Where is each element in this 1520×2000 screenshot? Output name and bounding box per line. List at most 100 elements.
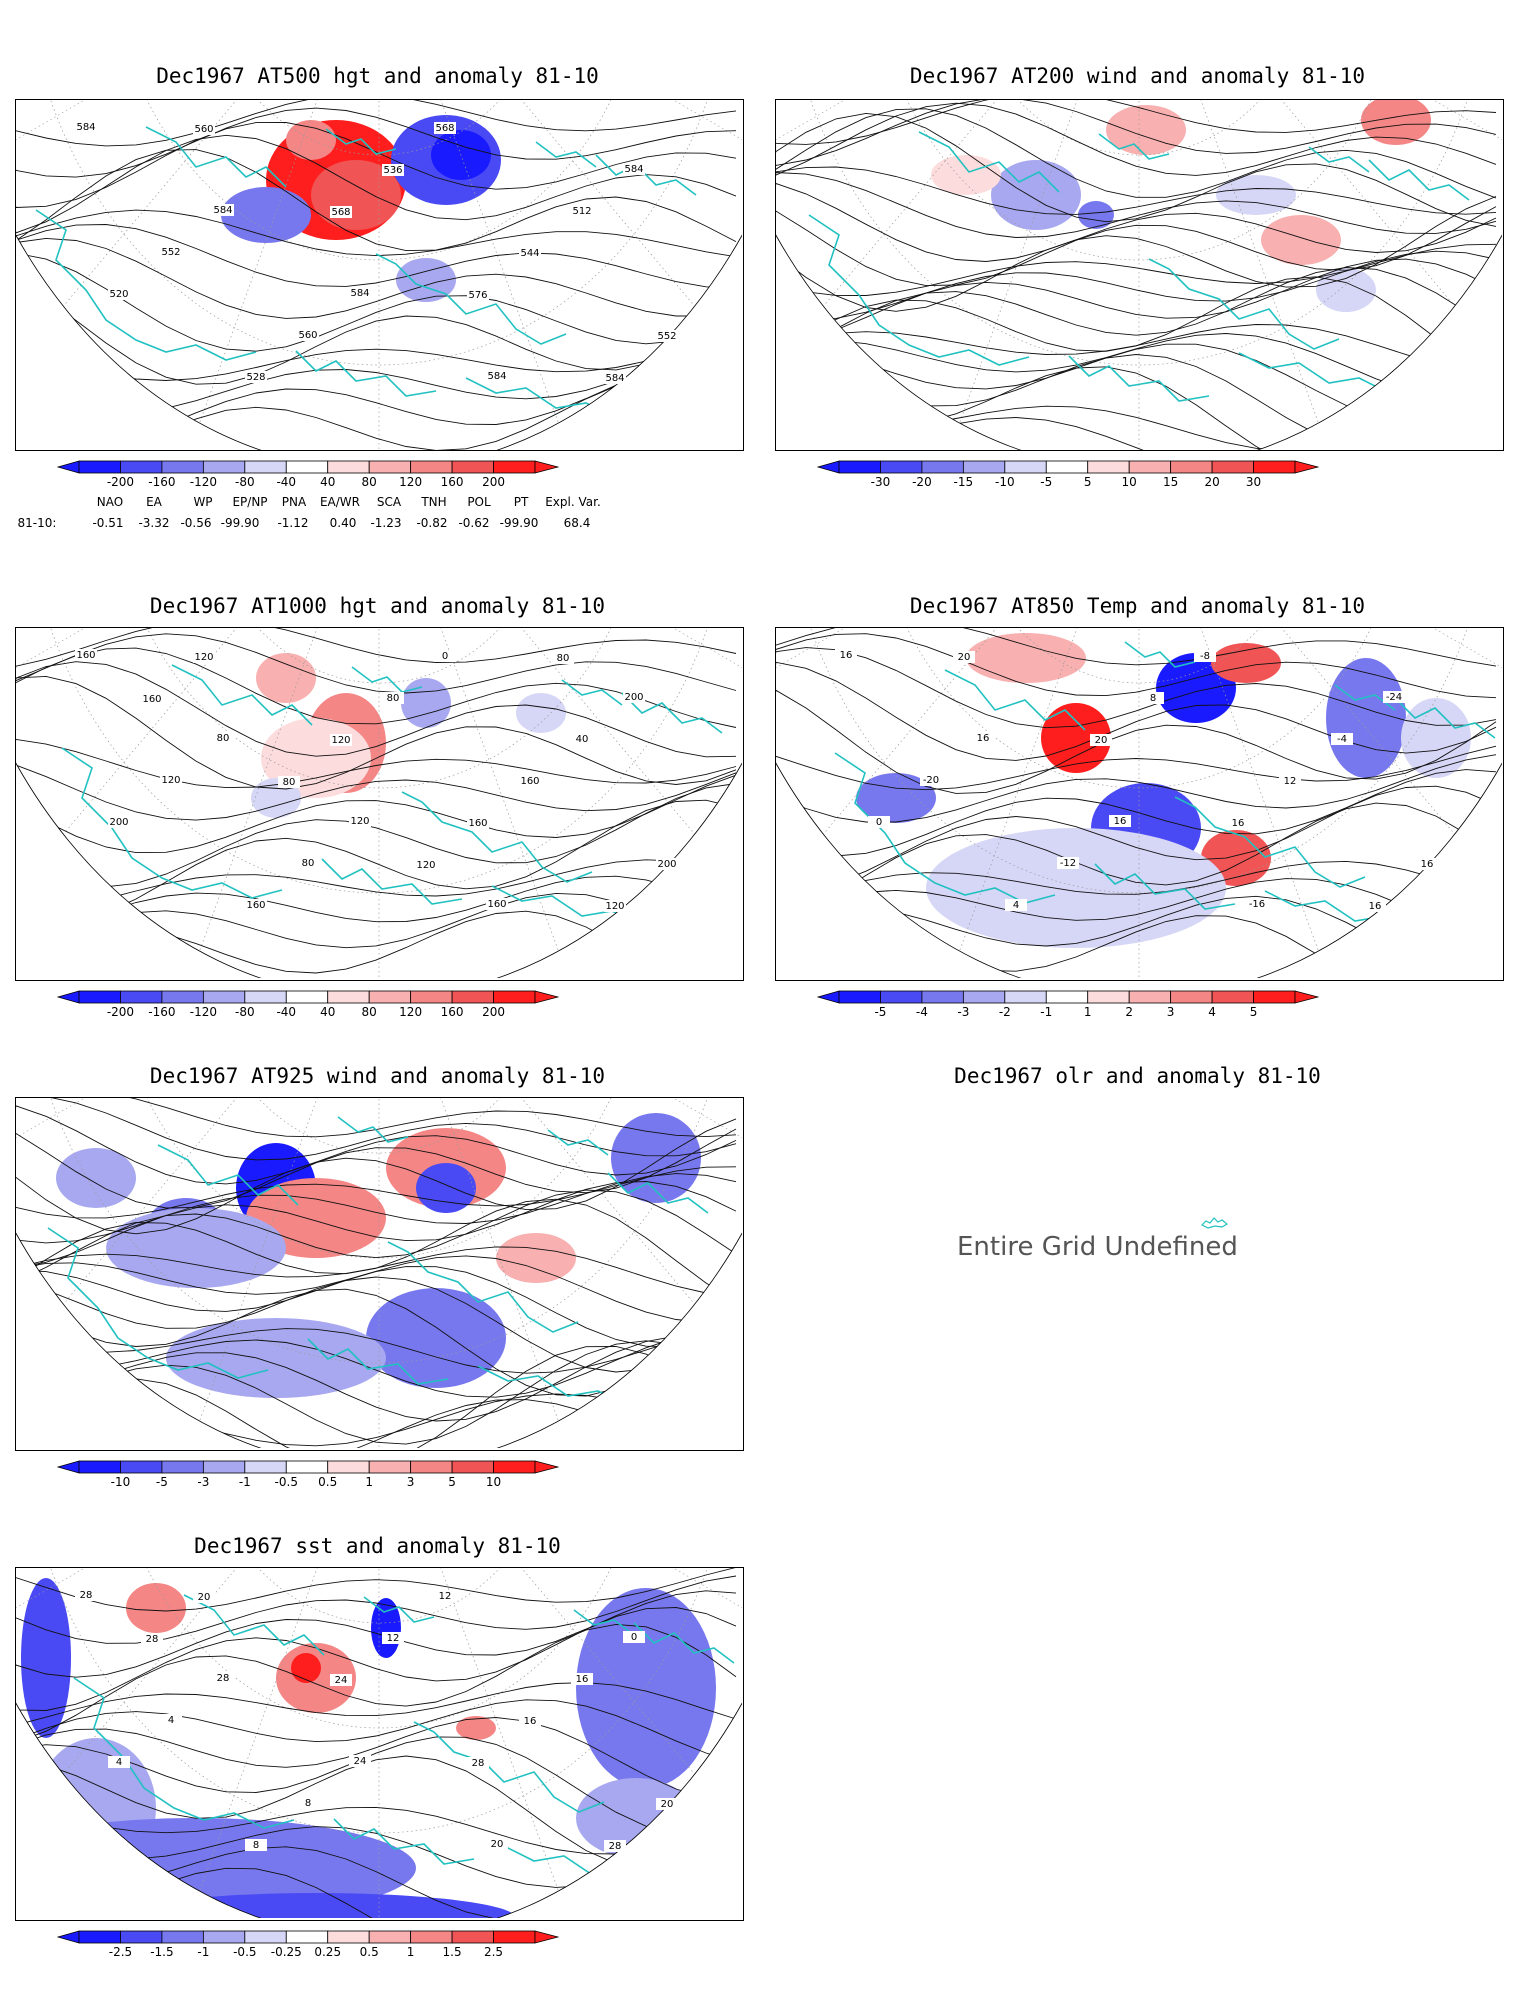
contour-line <box>776 689 1497 794</box>
index-header-pt: PT <box>513 495 529 509</box>
anomaly-shading <box>1316 268 1376 312</box>
colorbar-arrow-low <box>816 990 840 1004</box>
colorbar-925wind: -10 -5 -3 -1 -0.5 0.5 1 3 5 10 <box>56 1459 560 1489</box>
colorbar-arrow-high <box>1294 990 1320 1004</box>
colorbar-arrow-high <box>1294 460 1320 474</box>
streamline <box>776 333 1497 401</box>
colorbar-swatch <box>838 460 881 474</box>
colorbar-swatch <box>120 460 163 474</box>
contour-label: 584 <box>487 371 506 382</box>
contour-label-bg <box>330 206 352 218</box>
coastline <box>561 679 623 706</box>
colorbar-swatch <box>285 990 329 1004</box>
colorbar-tick-label: -15 <box>953 475 974 489</box>
coastline <box>401 791 593 883</box>
contour-label-bg <box>330 734 352 746</box>
anomaly-shading <box>1106 105 1186 155</box>
contour-label-bg <box>604 372 626 384</box>
coastline <box>1098 133 1170 160</box>
colorbar-tick-label: -2.5 <box>108 1945 133 1959</box>
coastline <box>321 858 463 905</box>
streamline <box>16 1098 737 1161</box>
colorbar-tick-label: -3 <box>957 1005 970 1019</box>
meridian-line <box>16 628 380 978</box>
colorbar-swatch <box>451 990 494 1004</box>
coastline <box>1238 352 1390 394</box>
colorbar-tick-label: 1 <box>1083 1005 1092 1019</box>
contour-label-bg <box>1227 817 1249 829</box>
indices-header: NAO EA WP EP/NP PNA EA/WR SCA TNH POL PT… <box>0 495 760 511</box>
anomaly-shading <box>576 1588 716 1788</box>
index-header-ea: EA <box>146 495 162 509</box>
panel-title-1000hgt: Dec1967 AT1000 hgt and anomaly 81-10 <box>149 594 606 618</box>
colorbar-tick-label: -5 <box>155 1475 168 1489</box>
contour-label: 28 <box>146 1634 159 1645</box>
streamline <box>776 166 1497 215</box>
contour-label-bg <box>552 652 574 664</box>
contour-label: 16 <box>1369 901 1382 912</box>
colorbar-swatch <box>1045 460 1089 474</box>
contour-label-bg <box>75 1589 97 1601</box>
contour-label-bg <box>486 370 508 382</box>
colorbar-200wind: -30 -20 -15 -10 -5 5 10 15 20 30 <box>816 459 1320 489</box>
colorbar-tick-label: -200 <box>106 1005 135 1019</box>
contour-line <box>16 1590 737 1678</box>
coastline <box>944 669 1086 731</box>
contour-label-bg <box>108 816 130 828</box>
contour-line <box>16 910 737 978</box>
coastline <box>413 1721 605 1813</box>
coastline <box>363 1596 435 1623</box>
map-panel-sst: 28 28 24 20 0 4 8 12 16 4 8 12 16 20 20 24 28 28 28 <box>15 1567 744 1921</box>
index-header-sca: SCA <box>376 495 402 509</box>
streamline <box>16 1246 737 1298</box>
colorbar-swatch <box>202 990 246 1004</box>
colorbar-swatch <box>410 1460 453 1474</box>
contour-label-bg <box>382 1632 404 1644</box>
colorbar-tick-label: 10 <box>485 1475 502 1489</box>
contour-label-bg <box>1109 815 1131 827</box>
colorbar-swatch <box>1128 460 1172 474</box>
contour-label-bg <box>349 1755 371 1767</box>
coastline <box>595 154 697 196</box>
contour-label-bg <box>193 651 215 663</box>
streamline <box>776 100 1497 166</box>
contour-label: 0 <box>876 817 882 828</box>
colorbar-tick-label: -0.25 <box>270 1945 302 1959</box>
contour-line <box>776 769 1497 857</box>
colorbar-swatch <box>161 460 204 474</box>
contour-label: 16 <box>1114 816 1127 827</box>
colorbar-tick-label: 5 <box>1083 475 1092 489</box>
contour-line <box>16 661 737 758</box>
contour-label: 200 <box>624 692 643 703</box>
colorbar-swatch <box>1211 460 1254 474</box>
colorbar-tick-label: -160 <box>148 1005 176 1019</box>
contour-label-bg <box>1194 650 1216 662</box>
colorbar-arrow-high <box>534 1930 560 1944</box>
index-header-pna: PNA <box>281 495 307 509</box>
anomaly-shading <box>1041 703 1111 773</box>
coastline <box>1124 641 1196 668</box>
contour-line <box>16 1682 737 1726</box>
contour-label-bg <box>1005 899 1027 911</box>
colorbar-tick-label: -0.5 <box>274 1475 298 1489</box>
contour-label: 536 <box>383 165 402 176</box>
contour-label: 24 <box>354 1756 367 1767</box>
contour-label: 16 <box>576 1674 589 1685</box>
contour-line <box>776 628 1497 667</box>
contour-label: 20 <box>1095 735 1108 746</box>
contour-line <box>776 860 1497 905</box>
colorbar-tick-label: 0.25 <box>314 1945 342 1959</box>
contour-line <box>16 1699 737 1763</box>
contour-line <box>16 859 737 913</box>
colorbar-tick-label: 120 <box>399 1005 423 1019</box>
colorbar-tick-label: -1.5 <box>150 1945 174 1959</box>
contour-label: 512 <box>572 206 591 217</box>
coastline <box>375 253 567 345</box>
contour-label: 160 <box>142 694 161 705</box>
contour-line <box>16 280 737 385</box>
index-header-tnh: TNH <box>421 495 447 509</box>
colorbar-swatch <box>1004 990 1047 1004</box>
contour-label: 552 <box>161 247 180 258</box>
contour-line <box>16 1568 737 1612</box>
colorbar-swatch <box>285 460 329 474</box>
